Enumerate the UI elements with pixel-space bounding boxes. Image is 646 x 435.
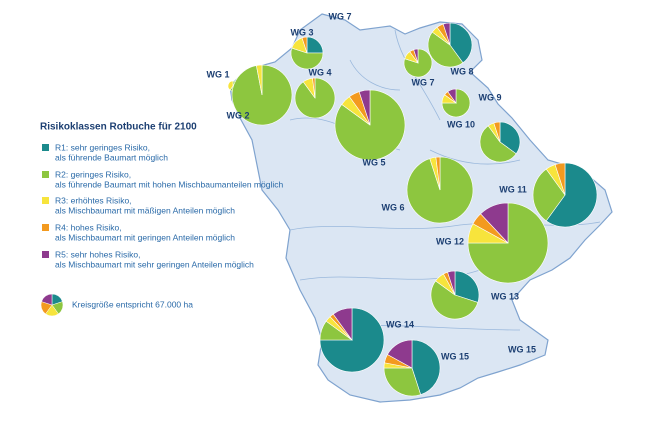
pie — [231, 64, 293, 126]
pie — [383, 339, 441, 397]
region-label: WG 4 — [308, 67, 331, 77]
pie-slice — [312, 77, 316, 99]
pie-slice — [301, 36, 308, 54]
region-label: WG 15 — [508, 344, 536, 354]
pie — [479, 121, 521, 163]
legend-label: R2: geringes Risiko, — [55, 169, 131, 179]
region-label: WG 2 — [226, 110, 249, 120]
pie — [294, 77, 336, 119]
legend-label: R1: sehr geringes Risiko, — [55, 142, 150, 152]
region-label: WG 12 — [436, 236, 464, 246]
legend-swatch — [42, 144, 49, 151]
legend-pie-slice — [41, 293, 53, 306]
region-label: WG 15 — [441, 351, 469, 361]
region-label: WG 14 — [386, 319, 414, 329]
legend-label: R4: hohes Risiko, — [55, 222, 122, 232]
legend-label: R3: erhöhtes Risiko, — [55, 195, 132, 205]
pie — [406, 156, 474, 224]
pie-slice — [480, 202, 509, 244]
legend-sublabel: als Mischbaumart mit geringen Anteilen m… — [55, 232, 235, 242]
legend-pie — [40, 293, 64, 317]
pie — [427, 22, 473, 68]
region-label: WG 8 — [450, 66, 473, 76]
region-label: WG 7 — [328, 11, 351, 21]
legend-swatch — [42, 171, 49, 178]
pie-slice — [319, 307, 385, 373]
pie-slice — [430, 280, 479, 320]
region-label: WG 5 — [362, 157, 385, 167]
pie — [430, 270, 480, 320]
region-label: WG 7 — [411, 77, 434, 87]
pie-slice — [545, 162, 598, 228]
region-label: WG 3 — [290, 27, 313, 37]
pie-slice — [479, 125, 517, 163]
pie-slice — [442, 22, 451, 46]
pie-slice — [358, 89, 371, 126]
legend-label: R5: sehr hohes Risiko, — [55, 249, 141, 259]
pie-slice — [256, 64, 263, 96]
region-label: WG 13 — [491, 291, 519, 301]
pie — [319, 307, 385, 373]
pie-slice — [387, 339, 413, 369]
pie — [290, 36, 324, 70]
legend-swatch — [42, 251, 49, 258]
pie — [441, 88, 471, 118]
size-note: Kreisgröße entspricht 67.000 ha — [72, 299, 193, 309]
pie — [467, 202, 549, 284]
legend-sublabel: als führende Baumart mit hohen Mischbaum… — [55, 179, 283, 189]
pie-slice — [493, 121, 501, 143]
pie — [334, 89, 406, 161]
pie — [532, 162, 598, 228]
legend-sublabel: als Mischbaumart mit sehr geringen Antei… — [55, 259, 254, 269]
legend-sublabel: als Mischbaumart mit mäßigen Anteilen mö… — [55, 205, 235, 215]
legend-swatch — [42, 197, 49, 204]
pie-slice — [411, 339, 441, 396]
pie-slice — [447, 270, 456, 296]
pie-slice — [554, 162, 566, 196]
region-label: WG 10 — [447, 119, 475, 129]
region-label: WG 1 — [206, 69, 229, 79]
region-label: WG 6 — [381, 202, 404, 212]
pie-slice — [227, 80, 234, 91]
pie-slice — [499, 121, 521, 155]
legend-title: Risikoklassen Rotbuche für 2100 — [40, 122, 197, 133]
pie-slice — [383, 367, 422, 397]
pie-slice — [332, 307, 353, 341]
pie-slice — [413, 48, 419, 64]
pie-slice — [449, 22, 473, 64]
region-label: WG 9 — [478, 92, 501, 102]
region-label: WG 11 — [499, 184, 527, 194]
pie-slice — [532, 168, 566, 222]
pie-slice — [454, 270, 480, 303]
legend-sublabel: als führende Baumart möglich — [55, 152, 168, 162]
pie-slice — [435, 156, 441, 191]
pie-slice — [427, 31, 464, 68]
pie-slice — [441, 88, 471, 118]
legend-swatch — [42, 224, 49, 231]
pie — [403, 48, 433, 78]
pie-slice — [447, 88, 457, 104]
pie-slice — [290, 47, 324, 70]
